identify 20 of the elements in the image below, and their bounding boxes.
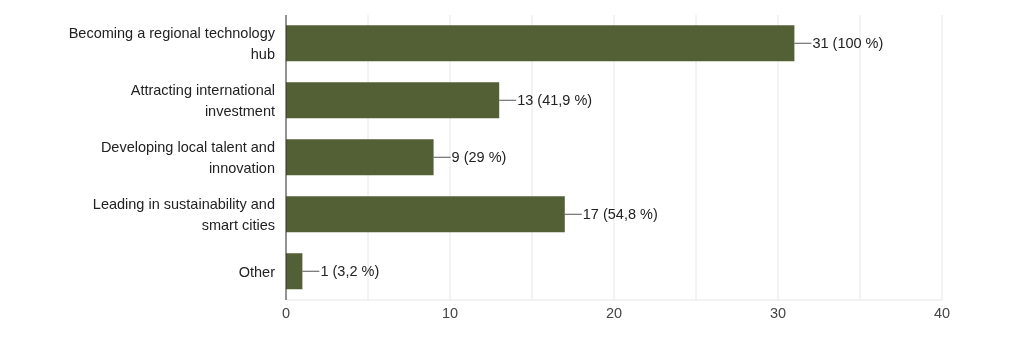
data-label: 17 (54,8 %) [582,206,658,223]
data-label: 31 (100 %) [812,35,884,52]
y-tick-label: Attracting international investment [130,82,275,119]
data-label: 13 (41,9 %) [517,92,593,109]
bar [286,82,500,119]
x-tick-label: 30 [769,305,787,322]
data-label: 1 (3,2 %) [320,263,380,280]
x-tick-label: 0 [281,305,291,322]
y-tick-label: Leading in sustainability and smart cities [92,196,275,233]
y-tick-label: Becoming a regional technology hub [68,25,276,62]
y-tick-label: Developing local talent and innovation [100,139,275,176]
x-tick-label: 40 [933,305,951,322]
bar [286,139,434,176]
x-tick-label: 10 [441,305,459,322]
bar [286,196,565,233]
bar [286,25,795,62]
x-tick-label: 20 [605,305,623,322]
y-tick-label: Other [238,263,276,280]
bar [286,253,303,290]
data-label: 9 (29 %) [451,149,507,166]
